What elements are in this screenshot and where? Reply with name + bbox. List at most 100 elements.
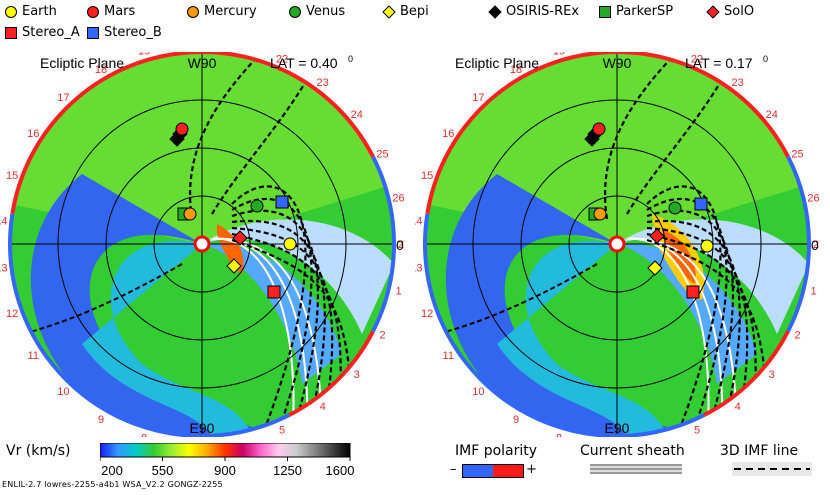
spacecraft-marker — [700, 239, 714, 253]
carrington-label: 27 — [813, 239, 820, 251]
legend-label: SolO — [724, 4, 755, 19]
legend-label: Mercury — [204, 4, 257, 19]
spacecraft-marker — [275, 195, 289, 209]
carrington-label: 17 — [472, 92, 484, 104]
imf-polarity-arc — [10, 52, 375, 215]
imf-line — [646, 226, 749, 436]
spacecraft-marker — [175, 122, 189, 136]
carrington-label: 23 — [317, 77, 329, 89]
legend-label: Stereo_B — [104, 25, 162, 40]
carrington-label: 5 — [279, 424, 285, 436]
imf-line — [188, 52, 263, 220]
legend-label: Mars — [104, 4, 136, 19]
carrington-label: 13 — [415, 262, 422, 274]
carrington-label: 2 — [379, 330, 385, 342]
spacecraft-marker — [592, 122, 606, 136]
diamond-marker-icon — [382, 4, 396, 19]
carrington-label: 9 — [513, 414, 519, 426]
circle-marker-icon — [5, 5, 17, 18]
colorbar-tick-label: 1600 — [326, 463, 355, 478]
carrington-label: 8 — [556, 433, 562, 437]
w90-label: W90 — [603, 55, 632, 71]
w90-label: W90 — [188, 55, 217, 71]
imf-polarity-bar — [462, 464, 524, 478]
carrington-label: 18 — [95, 64, 107, 76]
spacecraft-marker — [250, 199, 264, 213]
legend-label: Earth — [22, 4, 57, 19]
imf-polarity-minus: – — [450, 462, 457, 477]
imf-line — [231, 220, 326, 436]
imf-polarity-plus: + — [526, 462, 537, 477]
transition-band — [497, 240, 667, 436]
slow-wind-region — [617, 243, 757, 384]
square-marker-icon — [5, 26, 17, 39]
imf-positive-swatch — [493, 465, 523, 477]
legend-item-osiris-rex: OSIRIS-REx — [488, 4, 579, 19]
imf-polarity-arc — [423, 213, 706, 437]
carrington-label: 1 — [395, 286, 401, 298]
slow-wind-region — [202, 243, 342, 384]
carrington-label: 19 — [138, 52, 150, 57]
carrington-label: 9 — [98, 414, 104, 426]
imf-polarity-arc — [703, 330, 790, 417]
model-credit: ENLIL-2.7 lowres-2255-a4b1 WSA_V2.2 GONG… — [2, 480, 223, 489]
legend-item-mars: Mars — [86, 4, 135, 19]
spacecraft-marker — [183, 207, 197, 221]
carrington-label: 23 — [732, 77, 744, 89]
latitude-degree: 0 — [348, 54, 353, 64]
panel-title: Ecliptic Plane — [40, 55, 124, 71]
spacecraft-legend: Earth Mars Mercury Venus Bepi OSIRIS-REx Parke… — [0, 0, 830, 48]
velocity-colorbar: 200 550 900 1250 1600 — [100, 443, 355, 478]
imf-polarity-arc — [425, 52, 790, 215]
imf-polarity-label: IMF polarity — [455, 443, 538, 459]
carrington-label: 2 — [794, 330, 800, 342]
square-marker-icon — [599, 5, 611, 18]
carrington-label: 18 — [510, 64, 522, 76]
imf-line — [646, 197, 728, 436]
imf-line — [21, 263, 183, 335]
latitude-label: LAT = 0.40 — [270, 55, 338, 71]
carrington-label: 15 — [421, 170, 433, 182]
carrington-label: 26 — [392, 192, 404, 204]
legend-item-stereo-b: Stereo_B — [86, 25, 162, 40]
colorbar-tick-label: 550 — [152, 463, 174, 478]
legend-item-solo: SolO — [706, 4, 754, 19]
carrington-label: 22 — [276, 54, 288, 66]
zero-angle-label: 0 — [396, 237, 404, 253]
carrington-label: 11 — [28, 350, 39, 362]
e90-label: E90 — [190, 420, 215, 436]
carrington-label: 17 — [57, 92, 69, 104]
square-marker-icon — [87, 26, 99, 39]
carrington-label: 14 — [0, 216, 7, 228]
spacecraft-marker — [647, 260, 663, 276]
latitude-degree: 0 — [763, 54, 768, 64]
carrington-label: 25 — [376, 148, 388, 160]
colorbar-tick-label: 1250 — [273, 463, 302, 478]
carrington-label: 10 — [57, 386, 69, 398]
imf-polarity-arc — [371, 155, 396, 333]
ecliptic-plot-right: 1234567891011121314151617181920212223242… — [415, 52, 820, 437]
legend-label: OSIRIS-REx — [506, 4, 580, 19]
carrington-label: 16 — [442, 128, 454, 140]
imf-polarity-arc — [8, 213, 291, 437]
imf-line-label: 3D IMF line — [720, 443, 799, 459]
carrington-label: 13 — [0, 262, 7, 274]
spacecraft-marker — [668, 201, 682, 215]
carrington-label: 19 — [553, 52, 565, 57]
imf-polarity-arc — [288, 330, 375, 417]
carrington-label: 8 — [141, 433, 147, 437]
carrington-label: 3 — [769, 369, 775, 381]
colorbar-tick-label: 900 — [214, 463, 236, 478]
imf-line — [603, 52, 678, 220]
legend-item-parkersp: ParkerSP — [598, 4, 673, 19]
legend-label: ParkerSP — [616, 4, 674, 19]
zero-angle-label: 0 — [811, 237, 819, 253]
colorbar-tick-label: 200 — [101, 463, 123, 478]
carrington-label: 3 — [354, 369, 360, 381]
imf-line — [231, 226, 334, 436]
diamond-marker-icon — [706, 4, 720, 19]
legend-item-earth: Earth — [4, 4, 57, 19]
current-sheath-swatch — [590, 464, 682, 474]
legend-item-bepi: Bepi — [382, 4, 429, 19]
carrington-label: 25 — [791, 148, 803, 160]
